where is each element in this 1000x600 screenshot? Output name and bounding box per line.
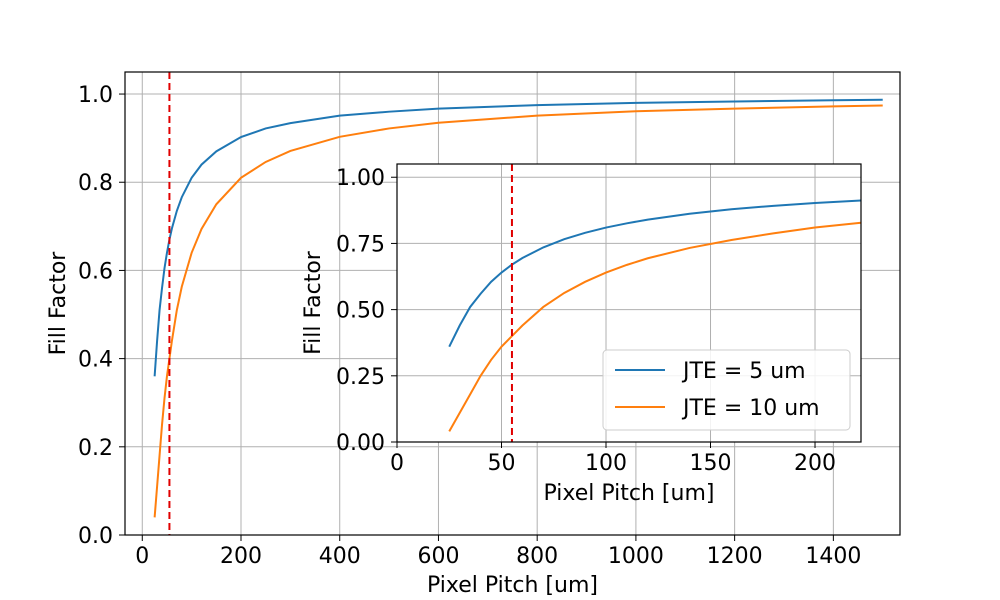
inset-y-tick-label: 0.50 [336,299,385,324]
inset-x-tick-label: 0 [390,451,404,476]
main-x-tick-label: 600 [417,544,459,569]
main-x-axis-label: Pixel Pitch [um] [427,573,598,598]
main-x-tick-label: 1400 [805,544,861,569]
inset-y-axis-label: Fill Factor [301,250,326,355]
inset-y-tick-label: 1.00 [336,166,385,191]
inset-x-tick-label: 200 [794,451,836,476]
inset-series-line-jte-10 [448,221,862,432]
main-x-tick-label: 1000 [608,544,664,569]
inset-y-tick-label: 0.25 [336,365,385,390]
inset-x-tick-label: 150 [690,451,732,476]
main-x-tick-label: 200 [220,544,262,569]
main-x-tick-label: 400 [319,544,361,569]
inset-series-line-jte-5 [448,199,862,348]
main-x-tick-label: 1200 [707,544,763,569]
main-y-tick-label: 1.0 [78,83,113,108]
main-x-tick-label: 800 [516,544,558,569]
main-y-axis-label: Fill Factor [46,251,71,356]
main-x-tick-label: 0 [135,544,149,569]
main-y-tick-label: 0.0 [78,524,113,549]
main-y-tick-label: 0.8 [78,171,113,196]
main-y-tick-label: 0.6 [78,259,113,284]
inset-plot: 0 50 100 150 200 0.00 0.25 0.50 0.75 1.00 Pixel Pi… [301,163,862,506]
main-series-line-jte-5 [153,98,883,377]
inset-legend-label-jte-5: JTE = 5 um [681,359,806,384]
inset-y-tick-label: 0.75 [336,232,385,257]
inset-axes-frame [396,163,862,443]
inset-legend-label-jte-10: JTE = 10 um [681,396,820,421]
inset-y-tick-label: 0.00 [336,431,385,456]
main-y-tick-label: 0.4 [78,348,113,373]
inset-x-axis-label: Pixel Pitch [um] [544,481,715,506]
main-series-line-jte-10 [153,104,883,518]
inset-x-tick-label: 50 [488,451,516,476]
inset-x-tick-label: 100 [585,451,627,476]
main-axes-frame [124,71,901,536]
main-y-tick-label: 0.2 [78,436,113,461]
